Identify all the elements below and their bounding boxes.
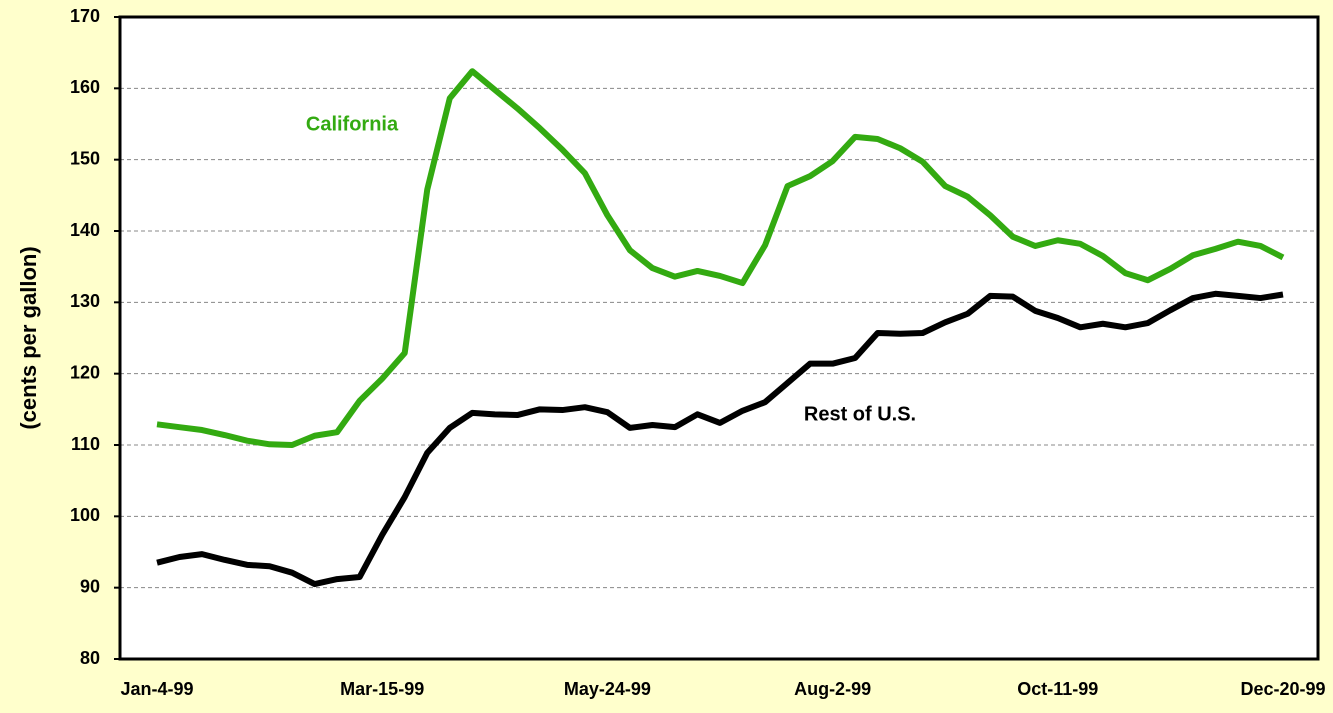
series-line (156, 290, 1284, 588)
series-label: Rest of U.S. (804, 403, 916, 425)
y-axis-label: (cents per gallon) (16, 246, 41, 429)
y-tick-label: 80 (80, 648, 100, 668)
x-tick-label: Jan-4-99 (120, 679, 193, 699)
y-tick-label: 100 (70, 505, 100, 525)
x-tick-label: Oct-11-99 (1017, 679, 1098, 699)
series-label: California (306, 113, 399, 135)
y-tick-label: 130 (70, 291, 100, 311)
y-tick-label: 170 (70, 6, 100, 26)
x-tick-label: Aug-2-99 (794, 679, 871, 699)
y-tick-label: 120 (70, 362, 100, 382)
x-tick-label: May-24-99 (564, 679, 651, 699)
y-tick-label: 150 (70, 148, 100, 168)
plot-area (120, 17, 1318, 659)
x-tick-label: Mar-15-99 (340, 679, 424, 699)
x-tick-label: Dec-20-99 (1240, 679, 1325, 699)
y-tick-label: 90 (80, 576, 100, 596)
y-tick-label: 140 (70, 220, 100, 240)
plot-border (118, 15, 1320, 661)
series-line (156, 68, 1285, 448)
y-tick-label: 110 (71, 434, 100, 454)
y-tick-label: 160 (70, 77, 100, 97)
